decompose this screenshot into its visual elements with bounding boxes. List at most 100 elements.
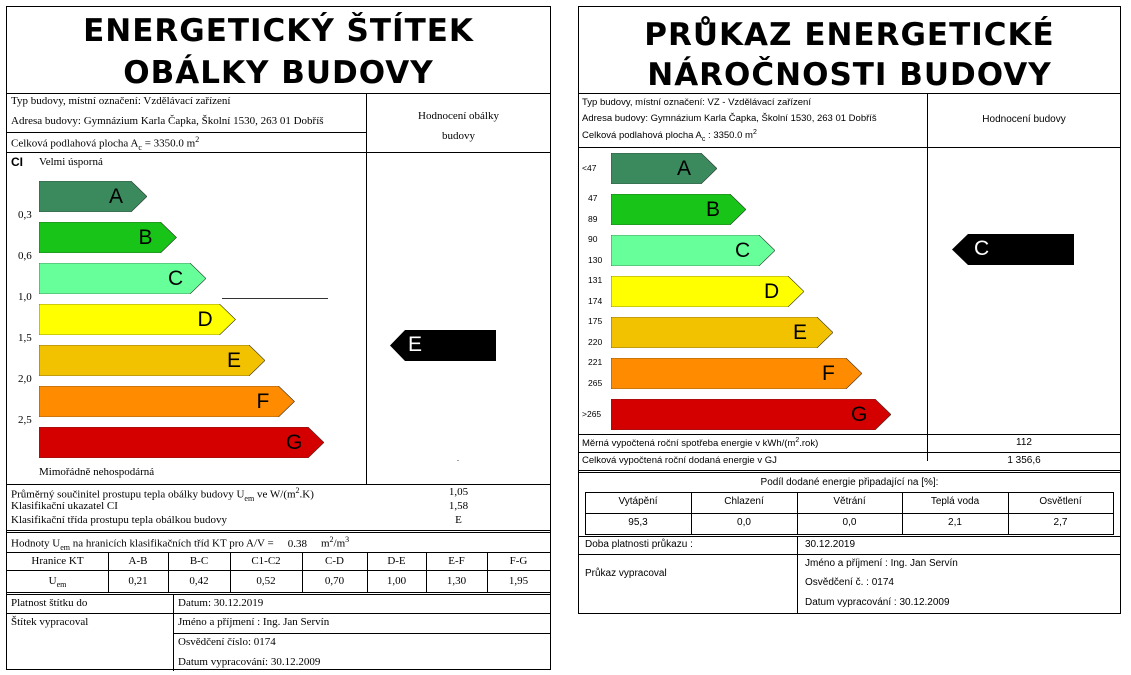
performance-title-line2: NÁROČNOSTI BUDOVY	[647, 57, 1052, 93]
class-range-top: 90	[588, 234, 598, 244]
perf-floor-area: Celková podlahová plocha Ac : 3350.0 m2	[582, 129, 757, 144]
building-rating-header: Hodnocení budovy	[982, 114, 1066, 125]
label-validity-value: Datum: 30.12.2019	[178, 597, 264, 609]
envelope-class-arrow-e	[39, 345, 265, 376]
total-energy-label: Celková vypočtená roční dodaná energie v…	[582, 455, 777, 466]
avg-u-value: 1,05	[448, 486, 469, 498]
class-range: >265	[582, 409, 602, 419]
certificate-author-label: Průkaz vypracoval	[585, 568, 667, 579]
building-class-arrow-b	[611, 194, 746, 225]
kt-value-cell: 1,95	[508, 575, 529, 587]
envelope-label-panel: ENERGETICKÝ ŠTÍTEK OBÁLKY BUDOVY Typ bud…	[6, 6, 551, 671]
class-range-top: 175	[588, 316, 603, 326]
kt-row-label: Uem	[48, 575, 67, 590]
ci-scale-value: 0,3	[18, 209, 32, 221]
envelope-class-arrow-f	[39, 386, 295, 417]
kt-header-cell: C-D	[325, 555, 344, 567]
label-author-name: Jméno a příjmení : Ing. Jan Servín	[178, 616, 330, 628]
dot-mark: .	[457, 454, 459, 463]
share-header-cell: Větrání	[833, 496, 866, 507]
ci-label: CI	[11, 155, 23, 169]
class-range-top: 47	[588, 193, 598, 203]
share-header-cell: Teplá voda	[930, 496, 980, 507]
envelope-class-arrow-g	[39, 427, 324, 458]
total-energy-value: 1 356,6	[1007, 455, 1041, 466]
certificate-validity-label: Doba platnosti průkazu :	[585, 539, 693, 550]
class-range-bottom: 220	[588, 337, 603, 347]
envelope-class-letter: F	[256, 390, 270, 413]
bottom-efficiency-label: Mimořádně nehospodárná	[39, 466, 155, 478]
specific-consumption-value: 112	[1016, 437, 1032, 448]
envelope-rating-header: Hodnocení obálky budovy	[418, 110, 499, 142]
class-range: <47	[582, 163, 597, 173]
kt-value-cell: 0,52	[256, 575, 276, 587]
envelope-class-letter: D	[197, 308, 213, 331]
kt-header-cell: C1-C2	[251, 555, 281, 567]
building-rating-indicator	[952, 234, 1074, 265]
share-value-cell: 2,1	[948, 517, 962, 528]
floor-area: Celková podlahová plocha Ac = 3350.0 m2	[11, 135, 200, 152]
envelope-class-arrow-b	[39, 222, 177, 253]
energy-share-title: Podíl dodané energie připadající na [%]:	[760, 477, 939, 488]
envelope-rating-letter: E	[408, 333, 423, 356]
envelope-class-letter: A	[109, 185, 124, 208]
kt-value-cell: 0,21	[128, 575, 148, 587]
envelope-class-arrow-a	[39, 181, 147, 212]
kt-header-cell: Hranice KT	[31, 555, 84, 567]
envelope-label-title-line2: OBÁLKY BUDOVY	[123, 55, 434, 91]
building-class-arrow-f	[611, 358, 862, 389]
perf-building-address: Adresa budovy: Gymnázium Karla Čapka, Šk…	[582, 113, 877, 124]
envelope-class-arrow-d	[39, 304, 236, 335]
share-value-cell: 0,0	[842, 517, 857, 528]
label-author-cert: Osvědčení číslo: 0174	[178, 636, 276, 648]
building-class-arrow-g	[611, 399, 891, 430]
class-range-top: 131	[588, 275, 603, 285]
envelope-rating-indicator	[390, 330, 496, 361]
current-ci-marker-line	[222, 298, 328, 299]
perf-building-type: Typ budovy, místní označení: VZ - Vzdělá…	[582, 97, 811, 108]
ci-scale-value: 0,6	[18, 250, 32, 262]
label-author-label: Štítek vypracoval	[11, 616, 89, 628]
kt-header-cell: F-G	[509, 555, 528, 567]
building-class-letter: B	[706, 198, 721, 221]
avg-u-label: Průměrný součinitel prostupu tepla obálk…	[11, 486, 314, 503]
building-class-letter: D	[764, 280, 780, 303]
class-range-top: 221	[588, 357, 603, 367]
building-rating-letter: C	[974, 237, 990, 260]
class-range-bottom: 130	[588, 255, 603, 265]
kt-value-cell: 1,30	[446, 575, 467, 587]
kt-header-cell: D-E	[387, 555, 406, 567]
kt-header-cell: A-B	[128, 555, 148, 567]
envelope-class-letter: G	[286, 431, 303, 454]
share-value-cell: 2,7	[1053, 517, 1068, 528]
ci-scale-value: 2,0	[18, 373, 32, 385]
envelope-class-arrow-c	[39, 263, 206, 294]
kt-header-cell: B-C	[189, 555, 209, 567]
share-value-cell: 0,0	[737, 517, 751, 528]
ci-scale-value: 1,5	[18, 332, 32, 344]
certificate-author-cert: Osvědčení č. : 0174	[805, 577, 894, 588]
kt-value-cell: 0,70	[324, 575, 345, 587]
ci-indicator-label: Klasifikační ukazatel CI	[11, 500, 118, 512]
class-range-bottom: 174	[588, 296, 603, 306]
kt-header-cell: E-F	[448, 555, 465, 567]
envelope-class-letter: E	[227, 349, 242, 372]
share-header-cell: Chlazení	[724, 496, 764, 507]
class-range-bottom: 265	[588, 378, 603, 388]
building-class-letter: A	[677, 157, 692, 180]
class-value: E	[455, 514, 462, 526]
share-value-cell: 95,3	[628, 517, 648, 528]
envelope-class-letter: B	[138, 226, 153, 249]
kt-value-cell: 1,00	[386, 575, 407, 587]
class-range-bottom: 89	[588, 214, 598, 224]
share-header-cell: Vytápění	[618, 496, 658, 507]
building-class-letter: G	[851, 403, 868, 426]
envelope-class-letter: C	[168, 267, 184, 290]
class-label: Klasifikační třída prostupu tepla obálko…	[11, 514, 227, 526]
label-validity-label: Platnost štítku do	[11, 597, 88, 609]
building-class-letter: E	[793, 321, 808, 344]
certificate-author-name: Jméno a příjmení : Ing. Jan Servín	[805, 558, 958, 569]
kt-limits-caption: Hodnoty Uem na hranicích klasifikačních …	[11, 535, 350, 552]
ci-indicator-value: 1,58	[448, 500, 469, 512]
building-class-arrow-e	[611, 317, 833, 348]
